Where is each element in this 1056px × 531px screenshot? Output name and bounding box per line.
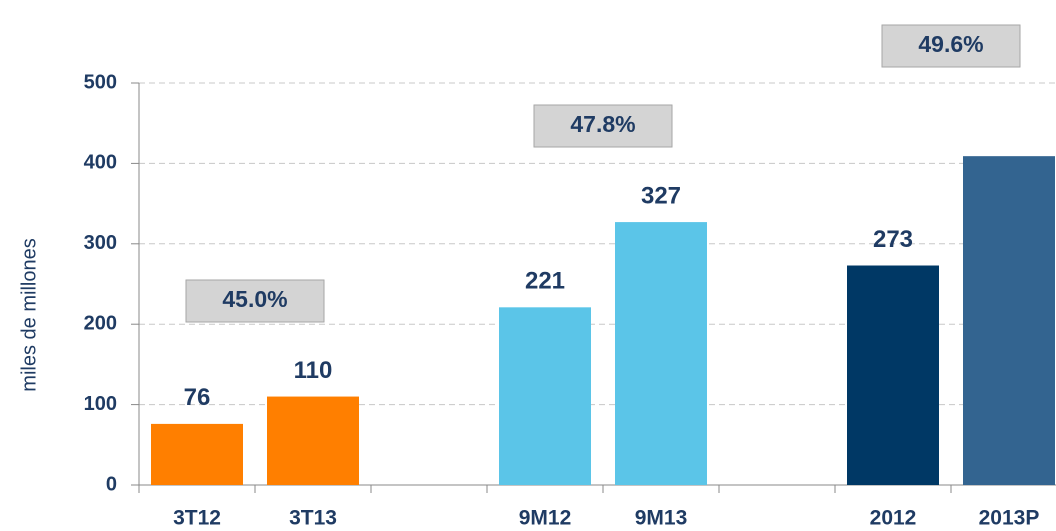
y-tick-label: 500 — [84, 71, 117, 93]
annotation-box — [533, 104, 673, 148]
annotation: 47.8% — [570, 111, 635, 137]
y-axis-label: miles de millones — [18, 238, 40, 391]
bar — [615, 222, 707, 486]
y-tick-label: 400 — [84, 152, 117, 174]
bar — [499, 307, 591, 485]
annotation: 49.6% — [918, 31, 983, 57]
bar — [267, 396, 359, 485]
value-label: 273 — [873, 226, 913, 253]
x-tick-label: 3T12 — [173, 507, 221, 530]
annotation-box — [881, 24, 1021, 68]
value-label: 221 — [525, 268, 565, 295]
bar — [847, 265, 939, 485]
x-tick-label: 2013P — [979, 507, 1040, 530]
x-tick-label: 9M12 — [519, 507, 572, 530]
y-tick-label: 200 — [84, 312, 117, 334]
value-label: 327 — [641, 182, 681, 209]
y-tick-label: 100 — [84, 393, 117, 415]
x-tick-label: 9M13 — [635, 507, 688, 530]
annotation: 45.0% — [222, 286, 287, 312]
y-tick-label: 300 — [84, 232, 117, 254]
value-label: 110 — [294, 357, 333, 384]
y-tick-label: 0 — [106, 473, 117, 495]
x-tick-label: 3T13 — [289, 507, 337, 530]
x-tick-label: 2012 — [870, 507, 917, 530]
bar — [151, 423, 243, 485]
bar — [963, 156, 1055, 485]
value-label: 76 — [184, 384, 211, 411]
annotation-box — [185, 279, 325, 323]
